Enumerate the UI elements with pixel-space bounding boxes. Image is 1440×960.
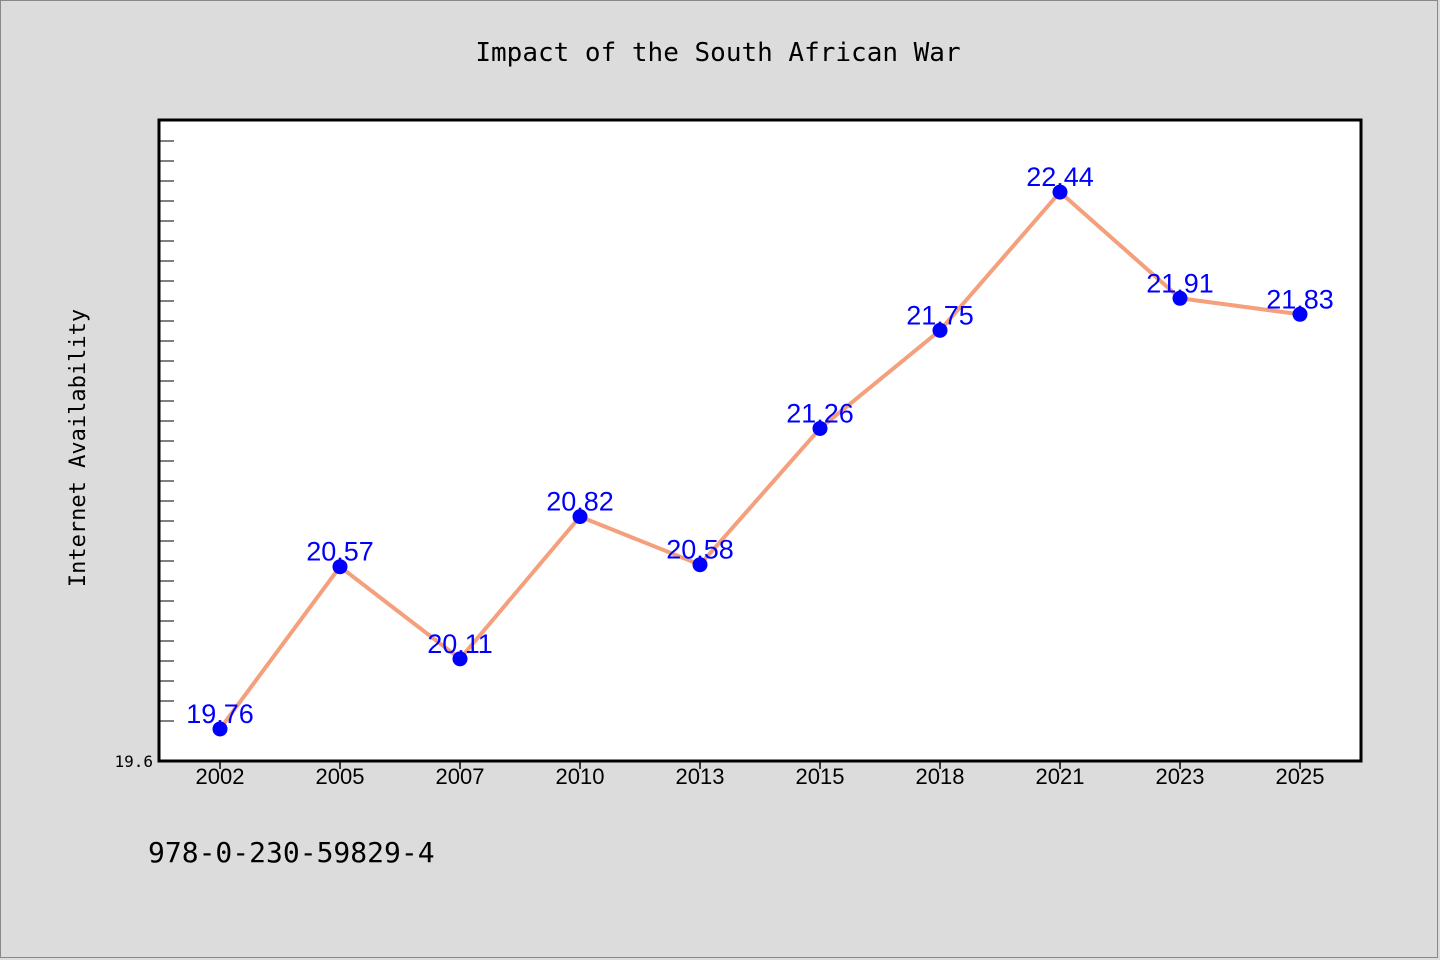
data-label: 21.83 (1266, 284, 1334, 314)
data-point-marker (1052, 184, 1068, 200)
x-tick-label: 2013 (676, 764, 725, 789)
x-tick-label: 2007 (436, 764, 485, 789)
data-label: 20.11 (427, 629, 493, 659)
series-line (218, 190, 1301, 731)
x-tick-label: 2002 (196, 764, 245, 789)
data-label: 21.75 (906, 300, 974, 330)
data-label: 20.57 (306, 537, 374, 567)
y-axis-label: Internet Availability (66, 309, 91, 587)
footer-code: 978-0-230-59829-4 (148, 836, 435, 869)
data-label: 22.44 (1026, 162, 1094, 192)
x-tick-label: 2025 (1276, 764, 1325, 789)
x-tick-label: 2021 (1036, 764, 1085, 789)
data-label: 20.58 (666, 535, 734, 565)
x-tick-label: 2023 (1156, 764, 1205, 789)
data-point-marker (1172, 290, 1188, 306)
series-line-group (218, 190, 1301, 731)
data-point-marker (452, 651, 468, 667)
y-axis-tick-labels: 19.6 (114, 752, 153, 771)
data-label: 19.76 (186, 699, 254, 729)
y-minor-ticks (159, 140, 174, 722)
data-point-marker (932, 322, 948, 338)
data-label: 21.26 (786, 398, 854, 428)
x-tick-label: 2018 (916, 764, 965, 789)
data-point-marker (692, 557, 708, 573)
data-marker-group (212, 184, 1308, 737)
chart-title: Impact of the South African War (475, 38, 960, 68)
plot-area (157, 118, 1363, 763)
data-point-marker (332, 559, 348, 575)
data-point-marker (212, 721, 228, 737)
data-label: 20.82 (546, 487, 614, 517)
x-tick-label: 2005 (316, 764, 365, 789)
data-point-marker (812, 420, 828, 436)
y-tick-label: 19.6 (114, 752, 153, 771)
x-axis-ticks: 2002 2005 2007 2010 2013 2015 2018 2021 2023 2025 (196, 761, 1325, 789)
x-tick-label: 2015 (796, 764, 845, 789)
data-point-marker (1292, 306, 1308, 322)
data-label-group: 19.76 20.57 20.11 20.82 20.58 21.26 21.75 22.44… (186, 162, 1334, 729)
data-point-marker (572, 509, 588, 525)
x-tick-label: 2010 (556, 764, 605, 789)
data-label: 21.91 (1146, 268, 1214, 298)
